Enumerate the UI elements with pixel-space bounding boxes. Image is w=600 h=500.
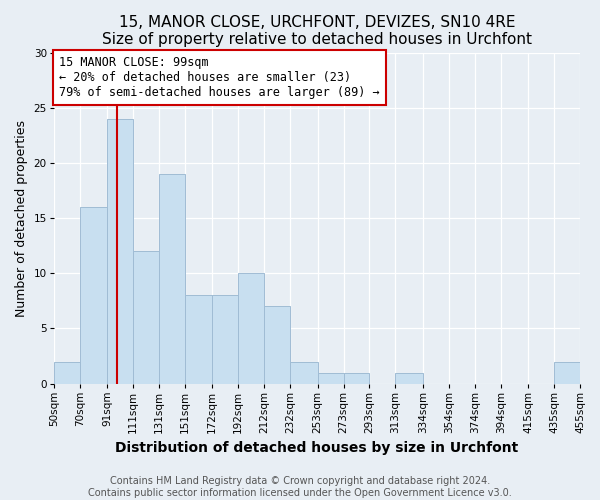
Bar: [238, 274, 264, 384]
Bar: [54, 362, 80, 384]
Bar: [133, 252, 159, 384]
Text: Contains HM Land Registry data © Crown copyright and database right 2024.
Contai: Contains HM Land Registry data © Crown c…: [88, 476, 512, 498]
Bar: [185, 296, 212, 384]
Text: 15 MANOR CLOSE: 99sqm
← 20% of detached houses are smaller (23)
79% of semi-deta: 15 MANOR CLOSE: 99sqm ← 20% of detached …: [59, 56, 380, 99]
Bar: [212, 296, 238, 384]
Bar: [317, 372, 344, 384]
Y-axis label: Number of detached properties: Number of detached properties: [15, 120, 28, 316]
X-axis label: Distribution of detached houses by size in Urchfont: Distribution of detached houses by size …: [115, 441, 518, 455]
Bar: [107, 119, 133, 384]
Bar: [395, 372, 423, 384]
Bar: [80, 207, 107, 384]
Bar: [264, 306, 290, 384]
Bar: [159, 174, 185, 384]
Bar: [344, 372, 370, 384]
Title: 15, MANOR CLOSE, URCHFONT, DEVIZES, SN10 4RE
Size of property relative to detach: 15, MANOR CLOSE, URCHFONT, DEVIZES, SN10…: [102, 15, 532, 48]
Bar: [290, 362, 317, 384]
Bar: [554, 362, 580, 384]
